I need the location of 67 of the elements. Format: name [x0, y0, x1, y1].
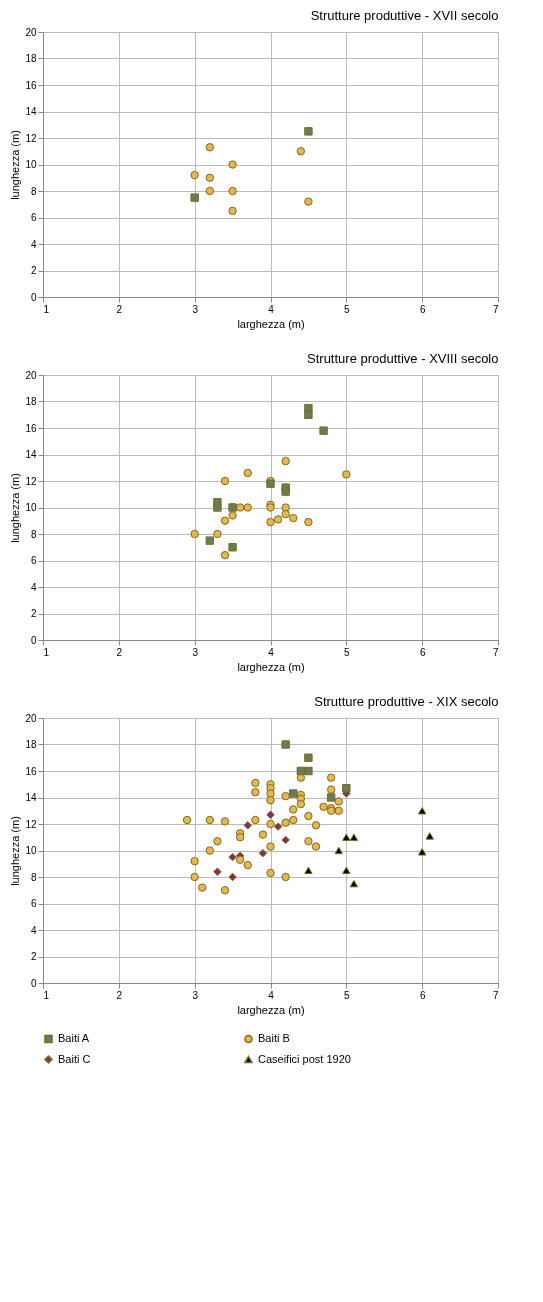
x-tick-label: 4 — [268, 989, 275, 1001]
x-axis-title: larghezza (m) — [237, 317, 305, 330]
chart-title: Strutture produttive - XVII secolo — [310, 8, 499, 23]
y-tick-label: 16 — [25, 765, 37, 777]
y-tick-label: 18 — [25, 396, 37, 407]
x-tick-label: 5 — [344, 989, 351, 1001]
y-tick-label: 12 — [25, 818, 37, 830]
y-tick-label: 6 — [30, 555, 37, 566]
x-axis-title: larghezza (m) — [237, 660, 305, 673]
y-tick-label: 12 — [25, 132, 37, 144]
y-tick-label: 4 — [30, 581, 37, 593]
x-tick-label: 6 — [419, 646, 426, 658]
x-tick-label: 3 — [192, 646, 199, 658]
chart-title: Strutture produttive - XIX secolo — [314, 694, 499, 709]
x-tick-label: 3 — [192, 989, 199, 1001]
legend-label: Baiti A — [58, 1031, 90, 1044]
x-tick-label: 3 — [192, 303, 199, 315]
x-tick-label: 1 — [43, 303, 50, 315]
y-tick-label: 14 — [25, 449, 37, 460]
y-tick-label: 18 — [25, 739, 37, 750]
y-axis-title: lunghezza (m) — [9, 130, 22, 200]
x-tick-label: 1 — [43, 989, 50, 1001]
x-tick-label: 6 — [419, 303, 426, 315]
x-tick-label: 2 — [116, 646, 123, 658]
legend-label: Baiti C — [58, 1052, 91, 1065]
x-tick-label: 7 — [492, 646, 499, 658]
y-tick-label: 20 — [25, 26, 37, 38]
legend-label: Baiti B — [258, 1031, 290, 1044]
x-tick-label: 7 — [492, 303, 499, 315]
y-tick-label: 6 — [30, 898, 37, 909]
x-tick-label: 4 — [268, 303, 275, 315]
y-tick-label: 10 — [25, 159, 37, 170]
y-tick-label: 18 — [25, 53, 37, 64]
y-tick-label: 4 — [30, 924, 37, 936]
y-tick-label: 20 — [25, 712, 37, 724]
x-tick-label: 2 — [116, 989, 123, 1001]
chart-title: Strutture produttive - XVIII secolo — [307, 351, 499, 366]
y-tick-label: 2 — [30, 608, 37, 619]
x-tick-label: 4 — [268, 646, 275, 658]
y-tick-label: 20 — [25, 369, 37, 381]
y-tick-label: 16 — [25, 79, 37, 91]
y-axis-title: lunghezza (m) — [9, 816, 22, 886]
legend-label: Caseifici post 1920 — [258, 1052, 351, 1065]
y-tick-label: 16 — [25, 422, 37, 434]
x-axis-title: larghezza (m) — [237, 1003, 305, 1016]
y-tick-label: 10 — [25, 502, 37, 513]
x-tick-label: 1 — [43, 646, 50, 658]
y-tick-label: 8 — [30, 871, 37, 883]
y-tick-label: 2 — [30, 265, 37, 276]
y-tick-label: 10 — [25, 845, 37, 856]
y-tick-label: 0 — [30, 634, 37, 646]
y-tick-label: 8 — [30, 528, 37, 540]
y-tick-label: 0 — [30, 977, 37, 989]
x-tick-label: 7 — [492, 989, 499, 1001]
y-tick-label: 14 — [25, 106, 37, 117]
x-tick-label: 5 — [344, 646, 351, 658]
y-tick-label: 12 — [25, 475, 37, 487]
x-tick-label: 6 — [419, 989, 426, 1001]
y-tick-label: 0 — [30, 291, 37, 303]
x-tick-label: 5 — [344, 303, 351, 315]
y-tick-label: 2 — [30, 951, 37, 962]
y-tick-label: 14 — [25, 792, 37, 803]
y-tick-label: 6 — [30, 212, 37, 223]
y-tick-label: 8 — [30, 185, 37, 197]
y-tick-label: 4 — [30, 238, 37, 250]
x-tick-label: 2 — [116, 303, 123, 315]
y-axis-title: lunghezza (m) — [9, 473, 22, 543]
